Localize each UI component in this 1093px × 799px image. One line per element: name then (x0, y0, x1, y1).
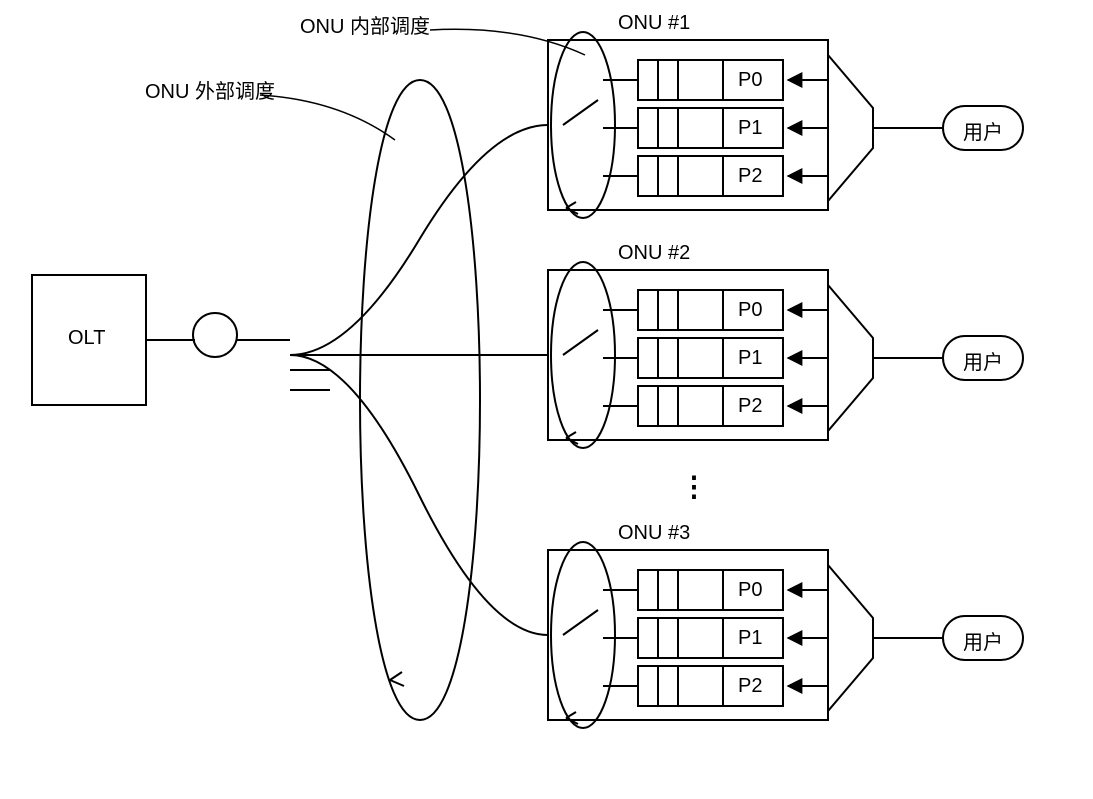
onu-2-priority-1: P1 (738, 347, 762, 370)
onu-3-priority-1: P1 (738, 627, 762, 650)
onu-1-priority-2: P2 (738, 165, 762, 188)
diagram-svg (0, 0, 1093, 799)
internal-sched-label: ONU 内部调度 (300, 10, 430, 39)
olt-label: OLT (68, 327, 105, 350)
onu-title-2: ONU #2 (618, 242, 690, 265)
onu-2-priority-0: P0 (738, 299, 762, 322)
user-label-2: 用户 (963, 346, 1003, 375)
onu-title-1: ONU #1 (618, 12, 690, 35)
external-sched-label: ONU 外部调度 (145, 75, 275, 104)
onu-title-3: ONU #3 (618, 522, 690, 545)
onu-3-priority-2: P2 (738, 675, 762, 698)
onu-2-priority-2: P2 (738, 395, 762, 418)
user-label-1: 用户 (963, 116, 1003, 145)
onu-3-priority-0: P0 (738, 579, 762, 602)
ellipsis: ⋮ (680, 470, 708, 503)
diagram-canvas: OLT ONU 内部调度 ONU 外部调度 ⋮ ONU #1 P0 P1 P2 用户 ONU #2… (0, 0, 1093, 799)
onu-1-priority-1: P1 (738, 117, 762, 140)
onu-1-priority-0: P0 (738, 69, 762, 92)
user-label-3: 用户 (963, 626, 1003, 655)
